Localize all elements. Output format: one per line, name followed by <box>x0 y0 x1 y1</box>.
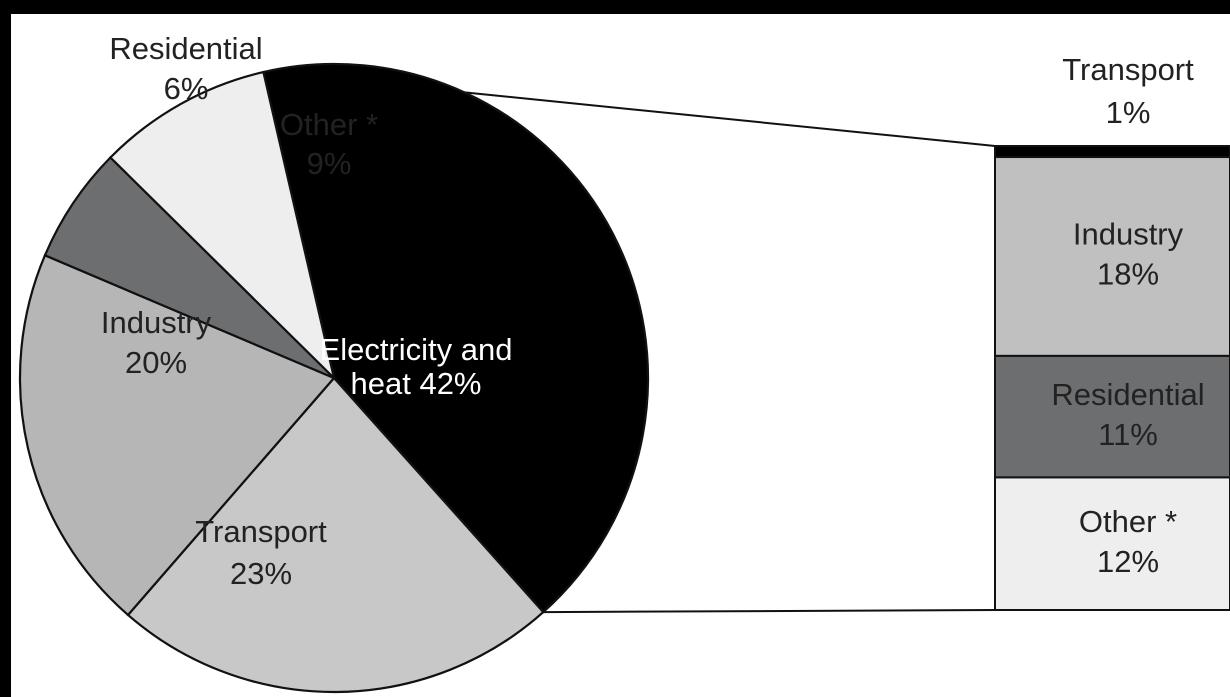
pie-label-residential: Residential <box>109 31 262 66</box>
pie-chart <box>18 62 650 694</box>
bar-label-residential: Residential <box>1051 377 1204 412</box>
pie-value-electricity-and-heat: heat 42% <box>351 366 482 401</box>
pie-value-transport: 23% <box>230 556 292 591</box>
pie-slice-residential <box>43 155 335 380</box>
bar-label-industry: Industry <box>1073 217 1184 252</box>
bar-value-other: 12% <box>1097 544 1159 579</box>
bar-value-transport: 1% <box>1106 95 1151 130</box>
bar-value-residential: 11% <box>1098 417 1158 452</box>
chart-canvas: Electricity and heat 42% Transport 23% Indus… <box>11 14 1230 697</box>
pie-value-residential: 6% <box>164 71 209 106</box>
bar-segment-residential <box>994 354 1230 479</box>
connector-line-bottom <box>543 609 996 614</box>
bar-label-other: Other * <box>1079 504 1177 539</box>
pie-label-industry: Industry <box>101 305 212 340</box>
bar-segment-industry <box>994 156 1230 357</box>
pie-value-industry: 20% <box>125 345 187 380</box>
pie-slice-electricity-and-heat <box>262 62 650 614</box>
pie-value-other: 9% <box>307 146 352 181</box>
bar-label-transport: Transport <box>1062 52 1194 87</box>
stacked-bar <box>994 145 1230 611</box>
pie-label-other: Other * <box>280 107 378 142</box>
bar-value-industry: 18% <box>1097 257 1159 292</box>
pie-slice-transport <box>126 376 545 694</box>
pie-label-electricity-and-heat: Electricity and <box>320 332 513 367</box>
bar-segment-transport <box>994 145 1230 159</box>
bar-segment-other <box>994 476 1230 611</box>
pie-label-transport: Transport <box>195 514 327 549</box>
bar-labels: Transport 1% Industry 18% Residential 11% Othe… <box>1051 52 1204 579</box>
pie-slice-other <box>108 70 336 382</box>
